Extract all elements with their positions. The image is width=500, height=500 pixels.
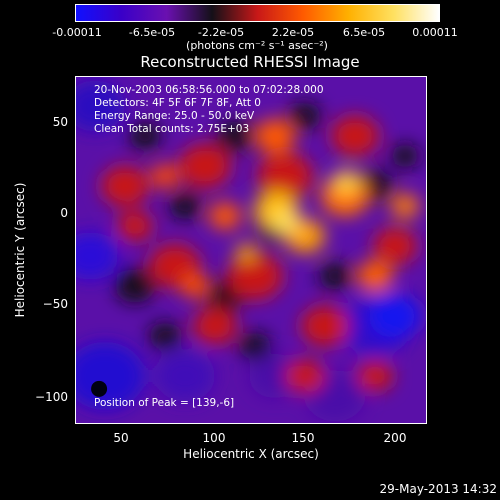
heatmap-red-region (227, 252, 283, 300)
heatmap-red-region (193, 307, 237, 345)
heatmap-red-region (285, 359, 325, 393)
x-tick-label: 200 (383, 431, 407, 445)
heatmap-orange-region (391, 194, 419, 218)
colorbar-tick: -0.00011 (52, 26, 102, 39)
heatmap-orange-region (255, 119, 295, 153)
colorbar-tick: -2.2e-05 (197, 26, 245, 39)
annotation-detectors: Detectors: 4F 5F 6F 7F 8F, Att 0 (94, 97, 261, 109)
heatmap-red-region (373, 227, 417, 265)
heatmap-peak-region (272, 210, 301, 235)
y-tick-label: 0 (60, 206, 68, 220)
heatmap-dark-gap (149, 322, 181, 350)
colorbar-tick: -6.5e-05 (128, 26, 176, 39)
x-tick-label: 50 (113, 431, 129, 445)
heatmap-orange-region (209, 202, 241, 230)
y-tick-label: −100 (35, 390, 68, 404)
y-tick-label: 50 (52, 115, 68, 129)
heatmap-red-region (301, 305, 349, 347)
colorbar-tick: 2.2e-05 (271, 26, 315, 39)
heatmap-dark-gap (217, 120, 253, 152)
heatmap-orange-region (181, 274, 209, 298)
x-tick-label: 100 (202, 431, 226, 445)
heatmap-red-region (179, 143, 231, 189)
plot-frame (75, 76, 427, 424)
heatmap-low-region (155, 350, 215, 402)
heatmap-low-region (75, 232, 118, 280)
heatmap-low-region (249, 353, 301, 399)
heatmap-red-region (257, 152, 313, 200)
colorbar-tick: 6.5e-05 (342, 26, 386, 39)
x-axis-label: Heliocentric X (arcsec) (183, 447, 319, 461)
x-tick-label: 150 (291, 431, 315, 445)
heatmap-image (75, 76, 427, 424)
heatmap-red-region (101, 165, 149, 207)
heatmap-peak-region (236, 243, 257, 261)
heatmap-dark-gap (319, 262, 351, 290)
heatmap-low-region (75, 80, 125, 132)
heatmap-orange-region (151, 164, 179, 188)
heatmap-red-region (331, 115, 379, 157)
y-tick-label: −50 (42, 297, 68, 311)
annotation-peak-position: Position of Peak = [139,-6] (94, 397, 235, 409)
colorbar-label: (photons cm⁻² s⁻¹ asec⁻²) (186, 39, 328, 52)
heatmap-dark-gap (129, 122, 161, 150)
heatmap-dark-gap (169, 192, 201, 220)
chart-title: Reconstructed RHESSI Image (140, 53, 360, 71)
plot-date: 29-May-2013 14:32 (379, 482, 497, 496)
heatmap-minimum-spot (91, 380, 108, 397)
heatmap-dark-gap (289, 102, 321, 130)
heatmap-dark-gap (391, 144, 419, 168)
heatmap-low-region (369, 293, 421, 339)
heatmap-red-region (357, 360, 393, 392)
heatmap-dark-gap (239, 332, 271, 360)
y-axis-label: Heliocentric Y (arcsec) (13, 182, 27, 318)
heatmap-dark-gap (115, 269, 155, 303)
annotation-time-range: 20-Nov-2003 06:58:56.000 to 07:02:28.000 (94, 84, 324, 96)
heatmap-peak-region (332, 170, 361, 195)
heatmap-red-region (117, 210, 153, 242)
colorbar (75, 4, 440, 22)
annotation-total-counts: Clean Total counts: 2.75E+03 (94, 123, 250, 135)
annotation-energy-range: Energy Range: 25.0 - 50.0 keV (94, 110, 255, 122)
heatmap-orange-region (357, 260, 393, 292)
colorbar-tick: 0.00011 (412, 26, 458, 39)
